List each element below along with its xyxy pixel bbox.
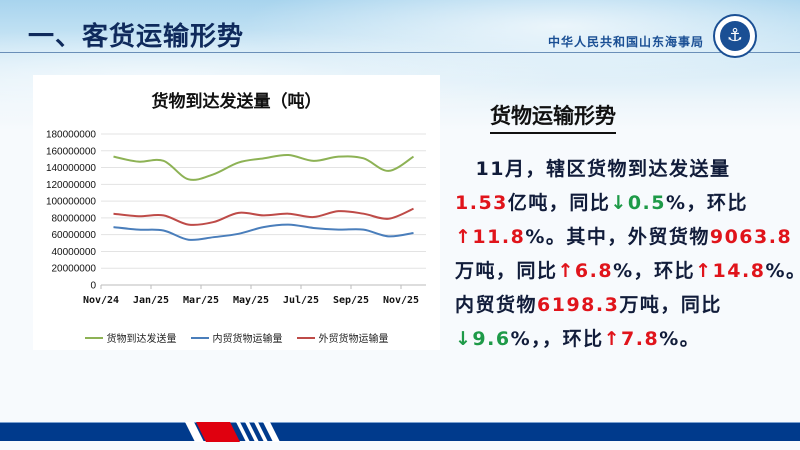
y-tick-label: 20000000 xyxy=(52,264,97,275)
legend-swatch xyxy=(84,336,103,339)
y-tick-label: 60000000 xyxy=(52,230,97,241)
line-chart: 货物到达发送量（吨） 0 20000000 40000000 60000000 8000… xyxy=(33,75,440,350)
summary-text: 6198.3 xyxy=(537,294,620,316)
x-tick-label: Sep/25 xyxy=(333,295,369,306)
summary-text: ↑14.8 xyxy=(695,260,766,282)
y-tick-label: 100000000 xyxy=(46,197,96,208)
legend-label: 内贸货物运输量 xyxy=(212,334,283,345)
series-line-1 xyxy=(113,223,414,241)
legend-item: 货物到达发送量 xyxy=(84,330,177,345)
summary-text: ↓9.6 xyxy=(455,328,511,350)
summary-text: %，，环比 xyxy=(510,328,604,350)
legend-label: 货物到达发送量 xyxy=(106,334,177,345)
x-tick-label: Nov/24 xyxy=(83,295,119,306)
chart-legend: 货物到达发送量 内贸货物运输量 外贸货物运输量 xyxy=(33,330,440,345)
summary-text: 万吨，同比 xyxy=(619,294,722,316)
header-divider xyxy=(0,52,800,53)
summary-text: %。其中，外贸货物 xyxy=(525,226,710,248)
slide-title: 一、客货运输形势 xyxy=(28,22,245,52)
y-tick-label: 0 xyxy=(90,281,96,292)
summary-text: ↓0.5 xyxy=(610,192,666,214)
organization-name: 中华人民共和国山东海事局 xyxy=(548,35,705,49)
footer-stripes xyxy=(185,422,280,442)
y-tick-label: 120000000 xyxy=(46,180,96,191)
legend-swatch xyxy=(296,336,315,339)
summary-text: 亿吨，同比 xyxy=(507,192,611,214)
x-tick-label: Jan/25 xyxy=(133,295,169,306)
y-tick-label: 140000000 xyxy=(46,163,96,174)
legend-swatch xyxy=(190,336,209,339)
x-tick-label: Nov/25 xyxy=(383,295,419,306)
y-tick-label: 180000000 xyxy=(46,130,96,141)
chart-plot: 0 20000000 40000000 60000000 80000000 1000000… xyxy=(46,130,426,306)
legend-item: 外贸货物运输量 xyxy=(296,330,389,345)
summary-line: 11月，辖区货物到达发送量 xyxy=(455,152,775,186)
summary-text: %，环比 xyxy=(613,260,696,282)
summary-line: 内贸货物6198.3万吨，同比 xyxy=(455,288,775,322)
x-tick-label: May/25 xyxy=(233,295,269,306)
china-msa-logo: ⚓ xyxy=(713,14,757,58)
series-line-2 xyxy=(113,207,414,226)
summary-line: 万吨，同比↑6.8%，环比↑14.8%。 xyxy=(455,254,800,288)
summary-line: ↑11.8%。其中，外贸货物9063.8 xyxy=(455,220,791,254)
summary-text: 1.53 xyxy=(455,192,508,214)
anchor-icon: ⚓ xyxy=(720,21,750,51)
summary-text: ↑11.8 xyxy=(455,226,526,248)
summary-text: %，环比 xyxy=(665,192,749,214)
y-tick-label: 80000000 xyxy=(52,213,97,224)
summary-text: 11月，辖区货物到达发送量 xyxy=(455,158,731,180)
summary-text: %。 xyxy=(659,328,701,350)
chart-title: 货物到达发送量（吨） xyxy=(151,92,322,112)
legend-label: 外贸货物运输量 xyxy=(318,334,389,345)
summary-text: ↑7.8 xyxy=(603,328,660,350)
y-tick-label: 40000000 xyxy=(52,247,97,258)
summary-line: 1.53亿吨，同比↓0.5%，环比 xyxy=(455,186,775,220)
x-tick-label: Jul/25 xyxy=(283,295,319,306)
summary-text: 9063.8 xyxy=(709,226,793,248)
section-title: 货物运输形势 xyxy=(490,100,616,134)
y-tick-label: 160000000 xyxy=(46,146,96,157)
summary-text: %。 xyxy=(765,260,800,282)
summary-text: 万吨，同比 xyxy=(455,260,558,282)
summary-text: 内贸货物 xyxy=(455,294,538,316)
summary-line: ↓9.6%，，环比↑7.8%。 xyxy=(455,322,775,356)
x-tick-label: Mar/25 xyxy=(183,295,219,306)
summary-text: ↑6.8 xyxy=(557,260,614,282)
legend-item: 内贸货物运输量 xyxy=(190,330,283,345)
summary-paragraph: 11月，辖区货物到达发送量 1.53亿吨，同比↓0.5%，环比 ↑11.8%。其中，… xyxy=(455,152,800,356)
